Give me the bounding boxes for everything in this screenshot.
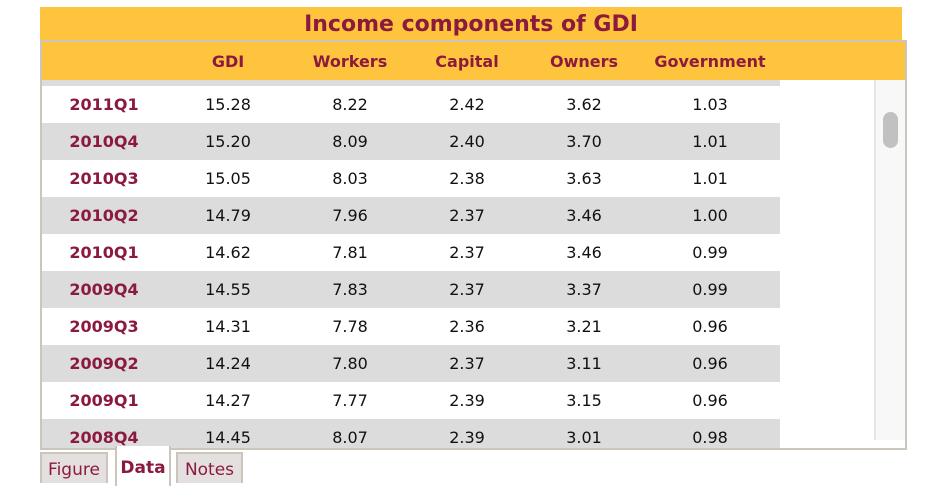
row-label: 2009Q4 [69, 280, 139, 299]
cell: 3.15 [566, 391, 602, 410]
table-row: 2010Q4 15.20 8.09 2.40 3.70 1.01 [42, 123, 780, 160]
data-panel: GDI Workers Capital Owners Government 2011Q1… [40, 40, 907, 450]
table-header: GDI Workers Capital Owners Government [42, 42, 905, 80]
table-row: 2008Q4 14.45 8.07 2.39 3.01 0.98 [42, 419, 780, 448]
cell: 2.42 [449, 95, 485, 114]
column-header[interactable]: GDI [211, 52, 245, 71]
row-label: 2008Q4 [69, 428, 139, 447]
cell: 0.96 [692, 391, 728, 410]
cell: 2.37 [449, 354, 485, 373]
cell: 2.36 [449, 317, 485, 336]
row-label: 2010Q4 [69, 132, 139, 151]
cell: 2.37 [449, 280, 485, 299]
cell: 0.96 [692, 354, 728, 373]
table-row: 2009Q2 14.24 7.80 2.37 3.11 0.96 [42, 345, 780, 382]
cell: 7.83 [332, 280, 368, 299]
cell: 0.96 [692, 317, 728, 336]
table-body[interactable]: 2011Q1 15.28 8.22 2.42 3.62 1.03 2010Q4 15.20 8.… [42, 86, 780, 448]
row-label: 2011Q1 [69, 95, 139, 114]
cell: 3.37 [566, 280, 602, 299]
cell: 1.01 [692, 132, 728, 151]
cell: 2.37 [449, 243, 485, 262]
scrollbar-thumb[interactable] [883, 112, 898, 148]
cell: 1.03 [692, 95, 728, 114]
cell: 3.01 [566, 428, 602, 447]
column-header[interactable]: Workers [312, 52, 388, 71]
row-label: 2009Q1 [69, 391, 139, 410]
table-row: 2010Q3 15.05 8.03 2.38 3.63 1.01 [42, 160, 780, 197]
cell: 14.27 [205, 391, 251, 410]
cell: 15.28 [205, 95, 251, 114]
table-row: 2009Q4 14.55 7.83 2.37 3.37 0.99 [42, 271, 780, 308]
cell: 2.38 [449, 169, 485, 188]
cell: 3.46 [566, 243, 602, 262]
cell: 0.99 [692, 243, 728, 262]
cell: 7.96 [332, 206, 368, 225]
table-title: Income components of GDI [40, 7, 902, 40]
tab-figure[interactable]: Figure [40, 452, 108, 483]
cell: 7.78 [332, 317, 368, 336]
table-row: 2009Q3 14.31 7.78 2.36 3.21 0.96 [42, 308, 780, 345]
cell: 2.40 [449, 132, 485, 151]
cell: 1.00 [692, 206, 728, 225]
row-label: 2010Q3 [69, 169, 139, 188]
table-row: 2011Q1 15.28 8.22 2.42 3.62 1.03 [42, 86, 780, 123]
cell: 8.03 [332, 169, 368, 188]
cell: 15.05 [205, 169, 251, 188]
cell: 3.21 [566, 317, 602, 336]
cell: 2.39 [449, 428, 485, 447]
cell: 14.24 [205, 354, 251, 373]
cell: 1.01 [692, 169, 728, 188]
cell: 7.77 [332, 391, 368, 410]
cell: 14.62 [205, 243, 251, 262]
cell: 3.46 [566, 206, 602, 225]
table-row: 2010Q1 14.62 7.81 2.37 3.46 0.99 [42, 234, 780, 271]
tab-data[interactable]: Data [115, 446, 171, 486]
cell: 14.31 [205, 317, 251, 336]
cell: 8.22 [332, 95, 368, 114]
cell: 3.70 [566, 132, 602, 151]
column-header[interactable]: Owners [549, 52, 619, 71]
cell: 2.37 [449, 206, 485, 225]
cell: 0.99 [692, 280, 728, 299]
table-row: 2010Q2 14.79 7.96 2.37 3.46 1.00 [42, 197, 780, 234]
cell: 14.45 [205, 428, 251, 447]
cell: 7.80 [332, 354, 368, 373]
cell: 14.55 [205, 280, 251, 299]
cell: 8.07 [332, 428, 368, 447]
cell: 3.63 [566, 169, 602, 188]
row-label: 2010Q2 [69, 206, 139, 225]
row-label: 2009Q2 [69, 354, 139, 373]
cell: 3.62 [566, 95, 602, 114]
cell: 2.39 [449, 391, 485, 410]
cell: 14.79 [205, 206, 251, 225]
scrollbar[interactable] [874, 80, 905, 440]
cell: 7.81 [332, 243, 368, 262]
cell: 15.20 [205, 132, 251, 151]
row-label: 2009Q3 [69, 317, 139, 336]
tab-notes[interactable]: Notes [176, 452, 243, 483]
cell: 8.09 [332, 132, 368, 151]
cell: 0.98 [692, 428, 728, 447]
column-header[interactable]: Capital [435, 52, 499, 71]
cell: 3.11 [566, 354, 602, 373]
table-row: 2009Q1 14.27 7.77 2.39 3.15 0.96 [42, 382, 780, 419]
column-header[interactable]: Government [654, 52, 766, 71]
row-label: 2010Q1 [69, 243, 139, 262]
divider [42, 80, 780, 86]
